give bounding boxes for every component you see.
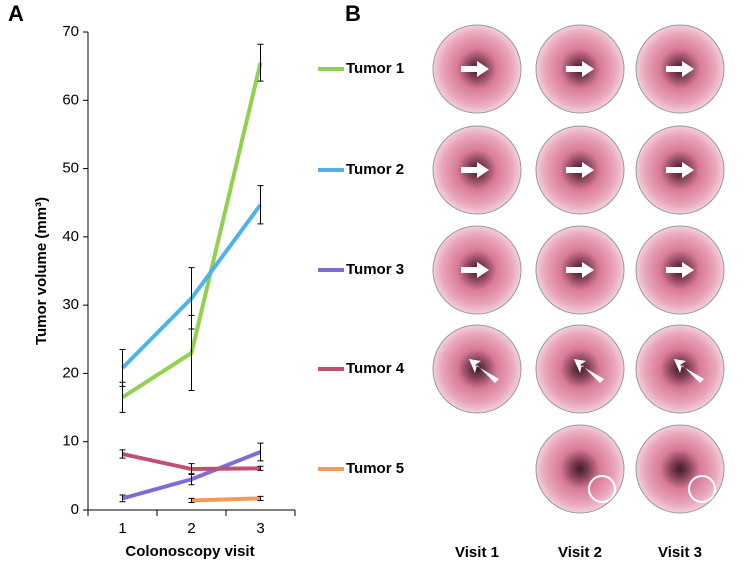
- error-bar: [188, 463, 195, 475]
- y-tick-label: 20: [62, 364, 79, 381]
- y-tick-label: 40: [62, 228, 79, 245]
- marker-circle: [588, 475, 616, 503]
- arrow: [461, 162, 489, 178]
- error-bar: [257, 442, 264, 462]
- arrow: [674, 359, 704, 383]
- legend-label: Tumor 4: [346, 360, 405, 377]
- column-label: Visit 2: [558, 544, 602, 561]
- column-label: Visit 1: [455, 544, 499, 561]
- error-bar: [119, 449, 126, 459]
- y-tick-label: 0: [71, 501, 79, 518]
- column-label: Visit 3: [658, 544, 702, 561]
- arrow: [666, 61, 694, 77]
- legend-label: Tumor 2: [346, 161, 404, 178]
- y-tick-label: 30: [62, 296, 79, 313]
- legend-label: Tumor 1: [346, 60, 404, 77]
- error-bar: [257, 43, 264, 82]
- y-tick-label: 70: [62, 23, 79, 40]
- x-tick-label: 3: [256, 520, 264, 537]
- arrow: [666, 262, 694, 278]
- y-tick-label: 50: [62, 160, 79, 177]
- error-bar: [257, 495, 264, 501]
- arrow: [461, 262, 489, 278]
- series-line: [191, 496, 261, 503]
- arrow: [666, 162, 694, 178]
- y-tick-label: 60: [62, 91, 79, 108]
- error-bar: [119, 494, 126, 503]
- arrow: [461, 61, 489, 77]
- x-axis-label: Colonoscopy visit: [125, 543, 254, 560]
- legend-label: Tumor 5: [346, 460, 404, 477]
- error-bar: [188, 267, 195, 330]
- x-tick-label: 2: [187, 520, 195, 537]
- error-bar: [119, 349, 126, 387]
- arrow: [566, 162, 594, 178]
- y-tick-label: 10: [62, 433, 79, 450]
- x-tick-label: 1: [118, 520, 126, 537]
- endoscopy-image: [432, 324, 522, 414]
- legend-label: Tumor 3: [346, 261, 404, 278]
- arrow: [566, 61, 594, 77]
- panel-label: A: [8, 1, 24, 26]
- y-axis-label: Tumor volume (mm³): [33, 197, 50, 345]
- endoscopy-image: [635, 424, 725, 514]
- error-bar: [188, 497, 195, 503]
- arrow: [566, 262, 594, 278]
- arrow: [469, 359, 499, 383]
- arrow: [574, 359, 604, 383]
- panel-label: B: [345, 1, 361, 26]
- error-bar: [257, 185, 264, 225]
- marker-circle: [688, 475, 716, 503]
- error-bar: [257, 465, 264, 471]
- endoscopy-image: [535, 424, 625, 514]
